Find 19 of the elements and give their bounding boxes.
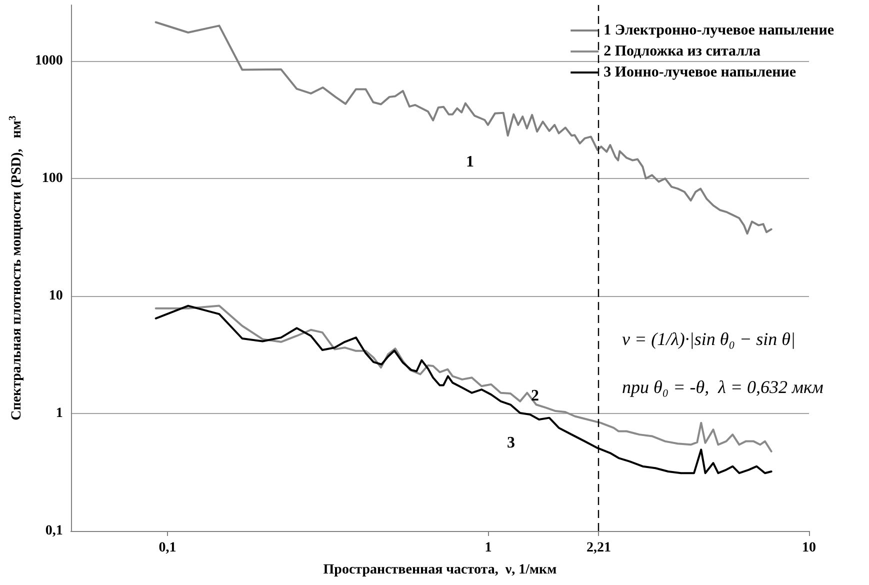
legend-label: 3 Ионно-лучевое напыление: [604, 64, 796, 80]
annotation: 3: [507, 434, 515, 452]
y-axis-title: Спектральная плотность мощности (PSD), нм3: [8, 116, 24, 420]
x-tick-label: 2,21: [586, 540, 611, 556]
legend-label: 2 Подложка из ситалла: [604, 44, 762, 60]
annotation: ν = (1/λ)·|sin θ₀ − sin θ|: [622, 329, 796, 349]
annotation: при θ₀ = -θ, λ = 0,632 мкм: [622, 377, 824, 397]
x-axis-title: Пространственная частота, ν, 1/мкм: [323, 562, 558, 578]
y-tick-label: 0,1: [45, 524, 63, 538]
legend-label: 1 Электронно-лучевое напыление: [604, 22, 834, 38]
y-tick-label: 1: [56, 406, 63, 422]
x-tick-label: 1: [484, 540, 492, 556]
annotation: 1: [466, 154, 474, 170]
annotation: 2: [531, 388, 539, 404]
x-tick-label: 0,1: [158, 540, 176, 556]
y-tick-label: 10: [48, 288, 63, 304]
y-tick-label: 100: [42, 171, 63, 186]
x-tick-label: 10: [802, 540, 816, 556]
y-tick-label: 1000: [34, 54, 63, 69]
